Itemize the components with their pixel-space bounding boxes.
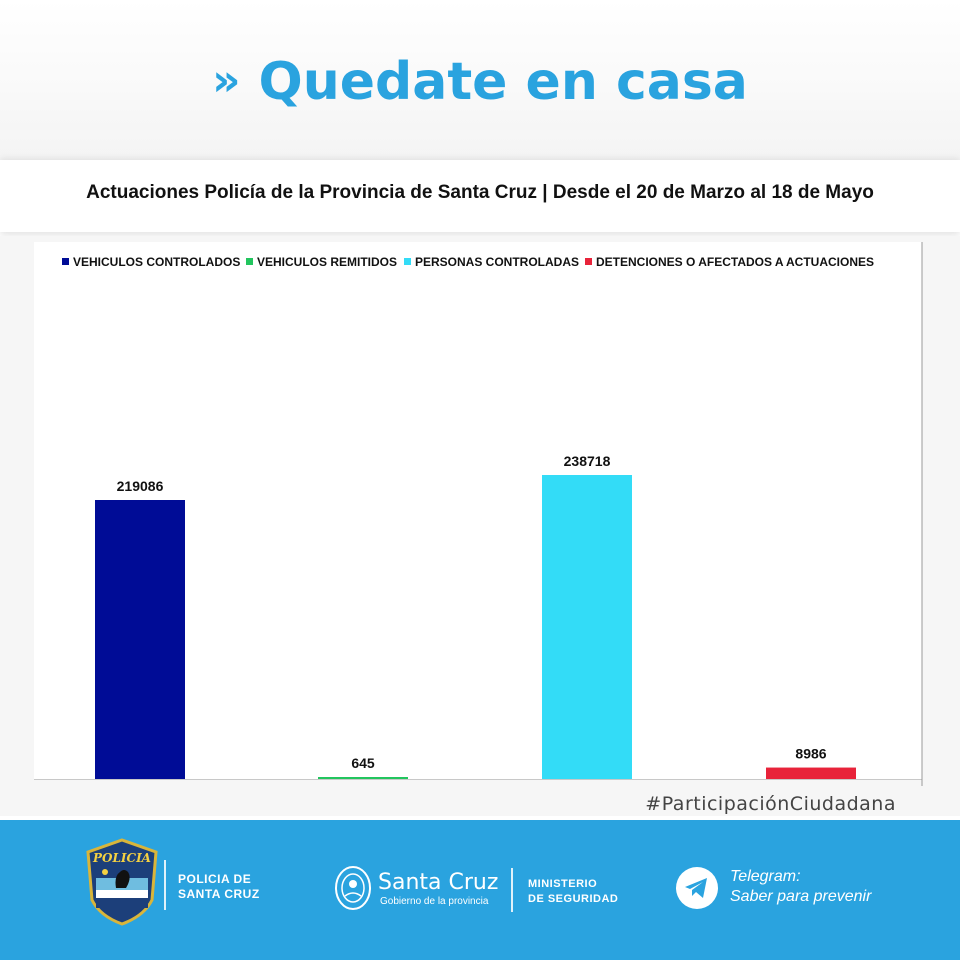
chart-area: VEHICULOS CONTROLADOS VEHICULOS REMITIDOS…: [0, 236, 960, 816]
header-title: » Quedate en casa: [0, 52, 960, 112]
data-label: 645: [351, 755, 375, 771]
data-label: 238718: [564, 453, 611, 469]
legend-swatch: [404, 258, 411, 265]
double-chevron-icon: »: [212, 55, 241, 106]
legend-label: DETENCIONES O AFECTADOS A ACTUACIONES: [596, 255, 874, 269]
footer-banner: POLICIA POLICIA DE SANTA CRUZ Santa Cruz…: [0, 820, 960, 960]
police-name-line2: SANTA CRUZ: [178, 887, 260, 901]
bar: [542, 474, 632, 779]
legend-swatch: [246, 258, 253, 265]
bar: [318, 777, 408, 779]
chart-title: Actuaciones Policía de la Provincia de S…: [86, 182, 874, 203]
provincial-seal-logo: [335, 866, 371, 910]
police-name-line1: POLICIA DE: [178, 872, 252, 886]
gov-subtitle: Gobierno de la provincia: [380, 896, 489, 907]
telegram-label: Telegram:: [730, 868, 801, 885]
telegram-tagline: Saber para prevenir: [730, 888, 872, 905]
legend-label: VEHICULOS REMITIDOS: [257, 255, 397, 269]
divider: [164, 860, 166, 910]
chart-title-band: Actuaciones Policía de la Provincia de S…: [0, 160, 960, 232]
bar: [766, 767, 856, 779]
header-banner: » Quedate en casa: [0, 0, 960, 160]
header-title-text: Quedate en casa: [258, 52, 748, 112]
divider: [511, 868, 513, 912]
hashtag: #ParticipaciónCiudadana: [645, 793, 896, 815]
ministry-line2: DE SEGURIDAD: [528, 893, 619, 905]
bar-chart: VEHICULOS CONTROLADOS VEHICULOS REMITIDOS…: [34, 242, 923, 786]
data-label: 8986: [795, 746, 826, 762]
legend-swatch: [62, 258, 69, 265]
gov-name: Santa Cruz: [378, 870, 499, 895]
ministry-line1: MINISTERIO: [528, 878, 598, 890]
legend-label: PERSONAS CONTROLADAS: [415, 255, 579, 269]
bar: [95, 500, 185, 779]
police-name: POLICIA DE SANTA CRUZ: [178, 872, 260, 902]
chart-legend: VEHICULOS CONTROLADOS VEHICULOS REMITIDOS…: [62, 255, 874, 269]
police-shield-logo: POLICIA: [86, 838, 158, 926]
telegram-icon: [676, 867, 718, 909]
police-logo-text: POLICIA: [92, 851, 151, 865]
legend-swatch: [585, 258, 592, 265]
legend-label: VEHICULOS CONTROLADOS: [73, 255, 240, 269]
chart-bars: 219086 645 238718 8986: [95, 453, 856, 779]
ministry-name: MINISTERIO DE SEGURIDAD: [528, 877, 618, 907]
data-label: 219086: [117, 478, 164, 494]
